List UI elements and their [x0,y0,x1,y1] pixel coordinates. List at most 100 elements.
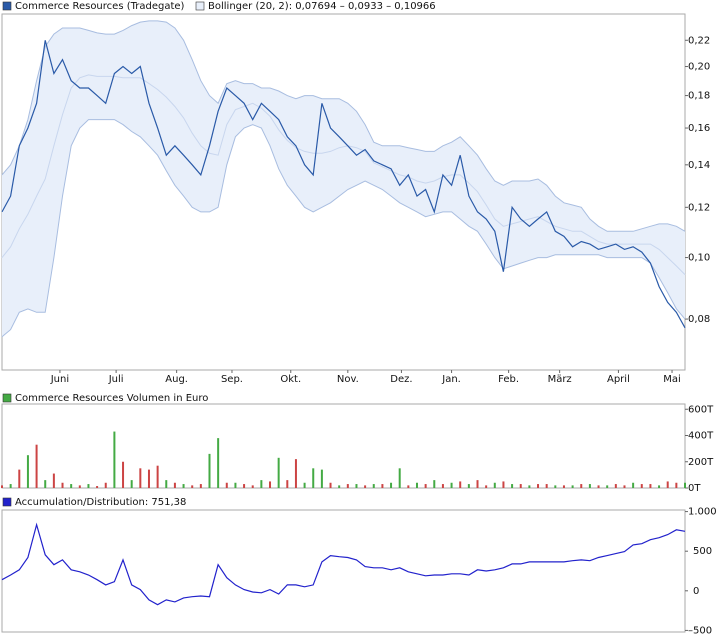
volume-bar [372,484,375,488]
x-tick-label: Mai [663,374,681,385]
volume-bar [130,480,133,488]
volume-bar [441,484,444,488]
volume-bar [208,453,211,488]
y-tick-label: 0,12 [688,202,710,213]
y-tick-label: 0,10 [688,253,710,264]
legend-label: Bollinger (20, 2): 0,07694 – 0,0933 – 0,… [208,1,436,12]
volume-bar [191,485,194,488]
volume-bar [528,485,531,488]
volume-bar [476,480,479,488]
y-tick-label: 0,22 [688,35,710,46]
volume-bar [104,482,107,488]
price-line [1,40,686,329]
volume-bar [545,484,548,488]
legend-label: Accumulation/Distribution: 751,38 [15,497,186,508]
panel-frame [1,403,686,489]
y-tick-label: 0,16 [688,123,710,134]
x-tick-label: Sep. [221,374,243,385]
volume-bar [450,482,453,488]
volume-bar [364,485,367,488]
volume-bar [277,457,280,488]
volume-bar [173,482,176,488]
volume-bar [294,459,297,488]
x-tick-label: Jan. [441,374,461,385]
volume-bar [675,482,678,488]
legend-swatch [2,1,12,11]
volume-bar [614,484,617,488]
volume-bar [640,484,643,488]
volume-bar [70,484,73,488]
y-tick-label: 0,08 [688,314,710,325]
volume-bar [684,482,686,488]
volume-bar [485,485,488,488]
legend-label: Commerce Resources (Tradegate) [15,1,185,12]
volume-bar [459,481,462,488]
volume-bar [147,469,150,488]
volume-bar [18,469,21,488]
volume-bar [251,485,254,488]
volume-bar [597,485,600,488]
y-tick-label: 0,18 [688,91,710,102]
x-tick-label: Juli [108,374,124,385]
y-tick-label: –500 [688,625,712,636]
x-tick-label: März [548,374,572,385]
volume-bar [243,484,246,488]
volume-bar [355,484,358,488]
volume-bar [407,485,410,488]
legend-swatch [2,393,12,403]
volume-bar [666,481,669,488]
volume-bar [658,485,661,488]
volume-bar [467,484,470,488]
volume-bar [554,485,557,488]
y-tick-label: 500 [693,546,712,557]
x-tick-label: Aug. [165,374,188,385]
y-tick-label: 0,20 [688,62,710,73]
y-tick-label: 200T [688,457,714,468]
volume-bar [113,431,116,488]
volume-bar [165,480,168,488]
volume-bar [35,444,38,488]
volume-bar [623,485,626,488]
volume-bar [269,481,272,488]
volume-bar [381,484,384,488]
volume-bar [156,465,159,488]
volume-bar [96,486,99,488]
volume-bar [61,482,64,488]
volume-bar [562,485,565,488]
volume-bar [329,482,332,488]
volume-bar [537,484,540,488]
volume-bar [303,482,306,488]
volume-bar [9,484,12,488]
volume-bar [44,480,47,488]
x-tick-label: Juni [50,374,69,385]
volume-bar [588,484,591,488]
volume-bar [320,469,323,488]
volume-bar [260,480,263,488]
volume-bar [398,468,401,488]
volume-bar [182,484,185,488]
y-tick-label: 600T [688,404,714,415]
volume-bar [415,482,418,488]
volume-bar [424,484,427,488]
volume-bar [649,484,652,488]
volume-bar [571,485,574,488]
volume-bar [1,485,3,488]
x-tick-label: Okt. [280,374,301,385]
volume-bar [502,481,505,488]
volume-bar [87,484,90,488]
volume-bar [511,484,514,488]
volume-bar [234,482,237,488]
volume-bar [312,468,315,488]
y-tick-label: 1.000 [688,507,717,518]
bollinger-upper [1,20,686,232]
volume-bar [217,438,220,488]
y-tick-label: 0 [693,586,699,597]
volume-bar [139,468,142,488]
volume-bar [199,484,202,488]
legend-swatch [195,1,205,11]
volume-bar [338,485,341,488]
volume-bar [52,473,55,488]
legend-swatch [2,497,12,507]
volume-bar [26,455,29,488]
